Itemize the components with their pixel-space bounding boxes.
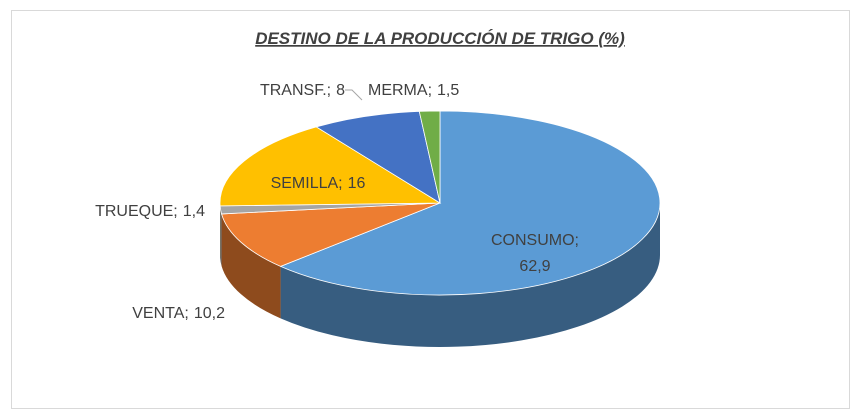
chart-title: DESTINO DE LA PRODUCCIÓN DE TRIGO (%) xyxy=(255,29,625,48)
label-category: MERMA xyxy=(368,82,428,99)
pie-tops xyxy=(219,110,661,296)
data-label: VENTA; 10,2 xyxy=(132,305,225,322)
slice xyxy=(221,202,441,267)
slice-side xyxy=(221,213,281,319)
label-category: CONSUMO xyxy=(491,232,575,249)
label-separator: ; xyxy=(327,82,331,99)
data-labels: CONSUMO; 62,9 VENTA; 10,2 TRUEQUE; 1,4 SEMILLA… xyxy=(95,82,579,322)
label-value: 62,9 xyxy=(519,258,550,275)
pie-sides xyxy=(220,203,660,347)
data-label: CONSUMO; 62,9 xyxy=(491,232,579,275)
label-separator: ; xyxy=(173,203,177,220)
data-label: SEMILLA; 16 xyxy=(271,175,366,192)
label-separator: ; xyxy=(338,175,342,192)
slice xyxy=(418,110,441,204)
label-category: VENTA xyxy=(132,305,184,322)
label-value: 10,2 xyxy=(194,305,225,322)
label-separator: ; xyxy=(428,82,432,99)
slice xyxy=(315,110,441,204)
slice xyxy=(279,110,661,296)
label-value: 16 xyxy=(348,175,366,192)
label-value: 1,4 xyxy=(183,203,205,220)
slice-side xyxy=(280,203,660,347)
label-category: TRANSF. xyxy=(260,82,327,99)
label-category: TRUEQUE xyxy=(95,203,173,220)
leader-line xyxy=(345,89,363,101)
data-label: TRANSF.; 8 xyxy=(260,82,345,99)
data-label: MERMA; 1,5 xyxy=(368,82,459,99)
slice xyxy=(219,126,442,207)
label-value: 8 xyxy=(336,82,345,99)
label-value: 1,5 xyxy=(437,82,459,99)
label-category: SEMILLA xyxy=(271,175,339,192)
slice-side xyxy=(220,205,222,266)
label-separator: ; xyxy=(575,232,579,249)
data-label: TRUEQUE; 1,4 xyxy=(95,203,205,220)
label-separator: ; xyxy=(184,305,188,322)
